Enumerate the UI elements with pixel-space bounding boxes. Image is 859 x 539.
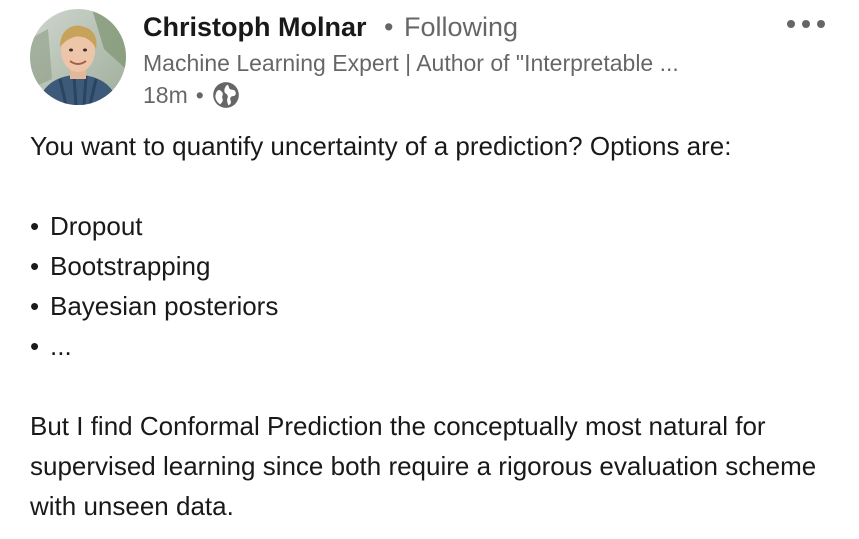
options-list: • Dropout • Bootstrapping • Bayesian pos… [30, 206, 840, 366]
list-item: • Bootstrapping [30, 246, 840, 286]
list-item: • Dropout [30, 206, 840, 246]
bullet: • [30, 291, 40, 321]
list-item: • Bayesian posteriors [30, 286, 840, 326]
post-text: You want to quantify uncertainty of a pr… [30, 126, 840, 526]
meta-separator: • [195, 81, 204, 108]
globe-icon [212, 82, 239, 108]
option-label: Dropout [50, 211, 143, 241]
bullet: • [30, 331, 40, 361]
avatar-photo [30, 9, 126, 105]
option-label: Bootstrapping [50, 251, 211, 281]
bullet: • [30, 211, 40, 241]
post-meta: 18m • [143, 80, 240, 110]
author-avatar[interactable] [30, 9, 126, 105]
more-options-button[interactable] [780, 6, 832, 42]
more-horizontal-icon-dot [817, 20, 825, 28]
author-name[interactable]: Christoph Molnar [143, 12, 367, 42]
follow-status: Following [404, 12, 519, 42]
post-intro: You want to quantify uncertainty of a pr… [30, 131, 732, 161]
paragraph-gap [30, 366, 840, 406]
option-label: Bayesian posteriors [50, 291, 279, 321]
bullet: • [30, 251, 40, 281]
list-item: • ... [30, 326, 840, 366]
author-headline: Machine Learning Expert | Author of "Int… [143, 50, 679, 76]
post-conclusion: But I find Conformal Prediction the conc… [30, 411, 817, 521]
post-time[interactable]: 18m [143, 81, 188, 108]
option-label: ... [50, 331, 72, 361]
more-horizontal-icon-dot [802, 20, 810, 28]
name-separator: • [384, 12, 394, 42]
paragraph-gap [30, 166, 840, 206]
more-horizontal-icon [787, 20, 795, 28]
